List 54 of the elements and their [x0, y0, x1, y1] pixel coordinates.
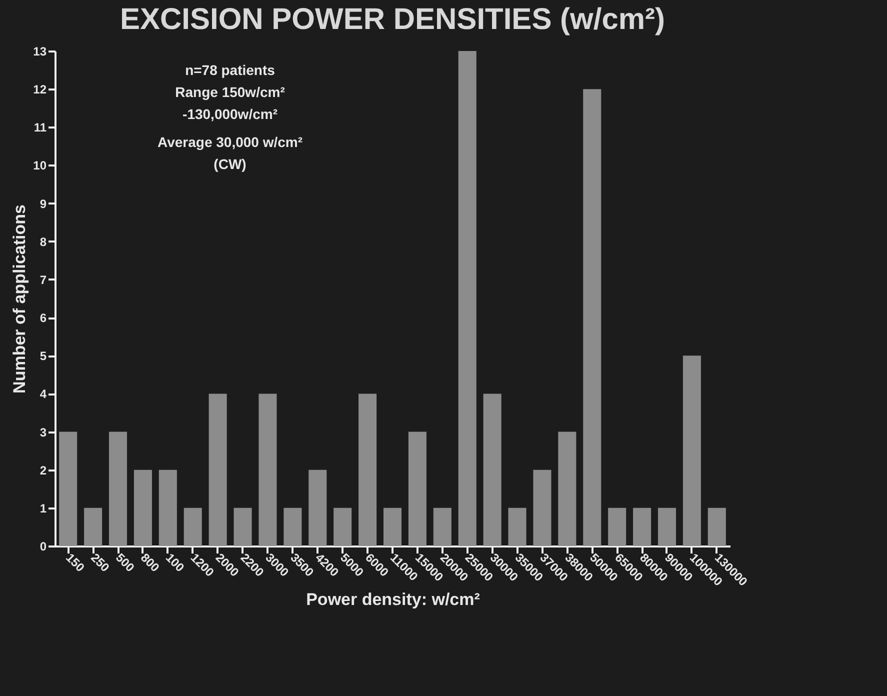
y-tick-label: 9	[40, 196, 47, 211]
y-tick-label: 1	[40, 501, 47, 516]
bar	[234, 508, 252, 546]
annotation: Range 150w/cm²	[175, 84, 286, 100]
x-tick-label: 800	[138, 550, 162, 575]
bar	[358, 394, 377, 546]
annotation: (CW)	[214, 156, 246, 172]
y-axis-title: Number of applications	[10, 204, 30, 394]
bar	[533, 470, 552, 546]
y-tick-label: 11	[34, 120, 47, 135]
x-tick-label: 250	[88, 550, 112, 575]
annotation: -130,000w/cm²	[182, 106, 278, 122]
bar	[108, 432, 128, 546]
y-tick-label: 12	[33, 82, 47, 97]
annotation: Average 30,000 w/cm²	[157, 134, 303, 150]
annotation: n=78 patients	[185, 62, 276, 78]
bar	[483, 394, 502, 546]
y-tick-label: 13	[33, 44, 47, 58]
y-tick-label: 3	[40, 425, 47, 440]
chart-title: EXCISION POWER DENSITIES (w/cm²)	[120, 3, 666, 36]
bar	[208, 394, 227, 546]
y-tick-label: 6	[40, 311, 47, 326]
y-tick-label: 7	[40, 272, 47, 287]
bar	[334, 508, 352, 546]
bar	[583, 89, 602, 546]
bar	[433, 508, 452, 546]
bar	[158, 470, 177, 546]
bar	[633, 508, 652, 546]
bar	[184, 508, 202, 546]
y-tick-label: 4	[40, 387, 47, 402]
y-tick-label: 5	[40, 349, 47, 364]
bar	[608, 508, 626, 546]
bar	[682, 356, 701, 546]
bar	[383, 508, 402, 546]
x-tick-label: 150	[63, 550, 88, 575]
y-tick-label: 2	[40, 463, 47, 478]
y-tick-label: 0	[40, 540, 47, 554]
bar	[308, 470, 327, 546]
y-tick-label: 10	[33, 158, 47, 173]
x-tick-label: 100	[162, 550, 188, 575]
x-axis-title: Power density: w/cm²	[306, 590, 480, 610]
y-tick-label: 8	[40, 234, 47, 249]
bar	[658, 508, 676, 546]
bar	[408, 432, 426, 546]
x-tick-label: 500	[113, 550, 138, 575]
bar	[59, 432, 78, 546]
bar	[134, 470, 152, 546]
bar	[458, 51, 476, 546]
bar	[558, 432, 576, 546]
bar	[508, 508, 526, 546]
bar	[284, 508, 302, 546]
bar	[84, 508, 102, 546]
bar	[708, 508, 726, 546]
bar	[258, 394, 277, 546]
